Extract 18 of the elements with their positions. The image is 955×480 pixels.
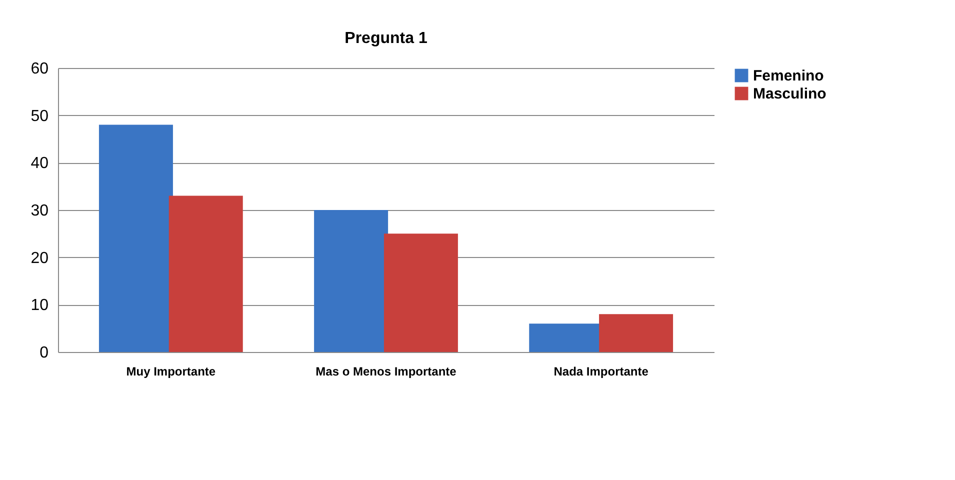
legend-label: Masculino [753,86,826,102]
bar [599,314,674,352]
bar [384,234,458,352]
bar [168,196,243,352]
y-tick-label: 50 [30,108,49,125]
y-tick-label: 20 [30,250,49,267]
y-tick-label: 60 [30,60,49,78]
y-tick-label: 30 [30,202,49,220]
y-tick-label: 0 [40,344,49,362]
x-tick-label: Muy Importante [126,364,216,378]
x-tick-label: Nada Importante [554,364,649,378]
bar [98,124,173,352]
bar [314,210,388,352]
chart-title: Pregunta 1 [344,30,428,47]
legend-label: Femenino [753,68,824,84]
y-tick-label: 10 [30,297,49,314]
y-tick-label: 40 [30,155,49,172]
x-tick-label: Mas o Menos Importante [316,364,457,378]
